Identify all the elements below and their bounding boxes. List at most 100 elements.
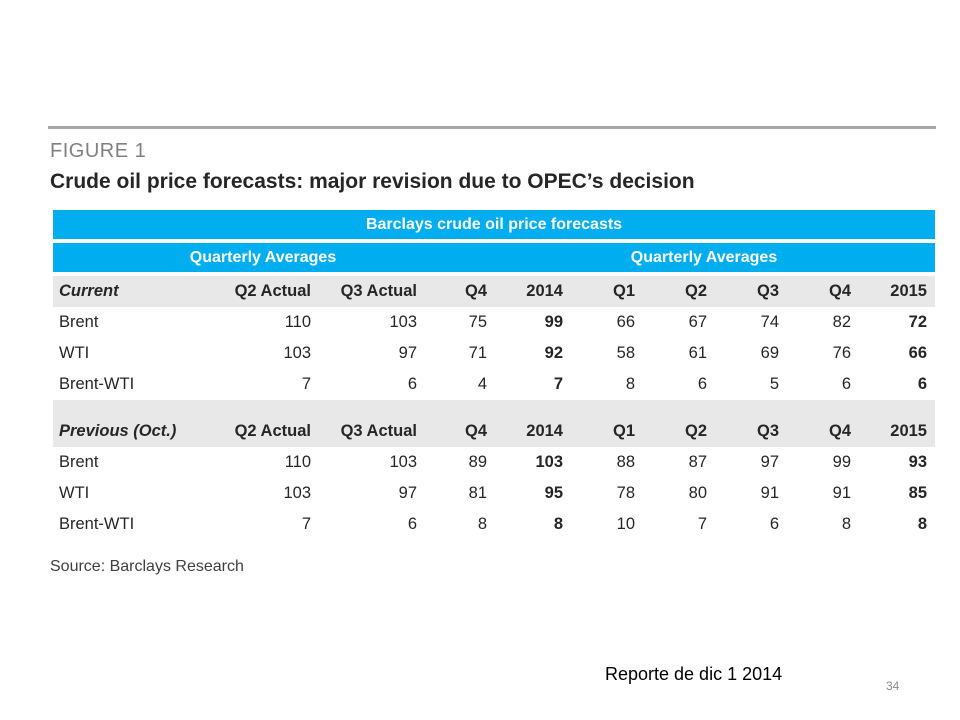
table-row: Brent-WTI 7 6 8 8 10 7 6 8 8 bbox=[53, 509, 935, 540]
group-header-2015: Quarterly Averages bbox=[630, 249, 778, 266]
table-cell: 6 bbox=[697, 375, 707, 393]
table-cell: 110 bbox=[284, 313, 311, 331]
table-cell: 89 bbox=[468, 453, 487, 471]
row-label: Brent bbox=[59, 313, 99, 331]
current-header-row: Current Q2 Actual Q3 Actual Q4 2014 Q1 Q… bbox=[53, 276, 935, 307]
column-header: Q4 bbox=[425, 416, 495, 447]
table-row: Brent 110 103 75 99 66 67 74 82 72 bbox=[53, 307, 935, 338]
column-header: Q1 bbox=[571, 416, 643, 447]
table-cell: 8 bbox=[841, 515, 851, 533]
table-cell: 95 bbox=[544, 484, 563, 502]
table-cell: 4 bbox=[477, 375, 487, 393]
row-label: WTI bbox=[59, 484, 90, 502]
table-cell: 7 bbox=[301, 375, 311, 393]
table-cell: 8 bbox=[917, 515, 927, 533]
row-label: Brent bbox=[59, 453, 99, 471]
table-cell: 6 bbox=[407, 375, 417, 393]
table-cell: 103 bbox=[535, 453, 563, 471]
table-cell: 97 bbox=[760, 453, 779, 471]
column-header: Q3 Actual bbox=[319, 276, 425, 307]
table-cell: 103 bbox=[283, 344, 311, 362]
table-cell: 97 bbox=[398, 344, 417, 362]
table-cell: 92 bbox=[544, 344, 563, 362]
table-cell: 80 bbox=[688, 484, 707, 502]
table-cell: 6 bbox=[841, 375, 851, 393]
table-row: Brent-WTI 7 6 4 7 8 6 5 6 6 bbox=[53, 369, 935, 400]
source-note: Source: Barclays Research bbox=[50, 558, 244, 575]
table-cell: 6 bbox=[407, 515, 417, 533]
table-cell: 8 bbox=[553, 515, 563, 533]
table-cell: 7 bbox=[553, 375, 563, 393]
column-header: Q3 bbox=[715, 416, 787, 447]
table-cell: 78 bbox=[616, 484, 635, 502]
row-label: WTI bbox=[59, 344, 90, 362]
table-cell: 110 bbox=[284, 453, 311, 471]
column-header: Q2 bbox=[643, 416, 715, 447]
table-cell: 67 bbox=[688, 313, 707, 331]
column-header: 2015 bbox=[859, 416, 935, 447]
column-header: Q4 bbox=[787, 416, 859, 447]
column-header: 2015 bbox=[859, 276, 935, 307]
table-cell: 87 bbox=[688, 453, 707, 471]
table-cell: 72 bbox=[908, 313, 927, 331]
table-cell: 81 bbox=[468, 484, 487, 502]
table-cell: 61 bbox=[688, 344, 707, 362]
section-label-previous: Previous (Oct.) bbox=[53, 416, 213, 447]
figure-title: Crude oil price forecasts: major revisio… bbox=[50, 170, 695, 193]
table-cell: 66 bbox=[616, 313, 635, 331]
column-header: 2014 bbox=[495, 276, 571, 307]
table-cell: 99 bbox=[544, 313, 563, 331]
column-header: Q3 bbox=[715, 276, 787, 307]
table-cell: 71 bbox=[468, 344, 487, 362]
table-cell: 76 bbox=[832, 344, 851, 362]
table-cell: 10 bbox=[616, 515, 635, 533]
column-header: Q1 bbox=[571, 276, 643, 307]
table-cell: 91 bbox=[832, 484, 851, 502]
table-cell: 103 bbox=[389, 313, 417, 331]
table-cell: 58 bbox=[616, 344, 635, 362]
row-label: Brent-WTI bbox=[59, 375, 135, 393]
table-cell: 103 bbox=[283, 484, 311, 502]
table-group-headers: Quarterly Averages Quarterly Averages bbox=[53, 243, 935, 272]
table-cell: 91 bbox=[760, 484, 779, 502]
figure-label: FIGURE 1 bbox=[50, 140, 147, 162]
forecast-grid: Current Q2 Actual Q3 Actual Q4 2014 Q1 Q… bbox=[53, 276, 935, 540]
table-cell: 66 bbox=[908, 344, 927, 362]
table-cell: 74 bbox=[760, 313, 779, 331]
table-cell: 99 bbox=[832, 453, 851, 471]
table-row: WTI 103 97 71 92 58 61 69 76 66 bbox=[53, 338, 935, 369]
table-cell: 103 bbox=[389, 453, 417, 471]
report-date-note: Reporte de dic 1 2014 bbox=[605, 664, 783, 684]
table-cell: 82 bbox=[832, 313, 851, 331]
table-cell: 5 bbox=[769, 375, 779, 393]
figure-top-rule bbox=[48, 126, 936, 129]
table-cell: 69 bbox=[760, 344, 779, 362]
previous-header-row: Previous (Oct.) Q2 Actual Q3 Actual Q4 2… bbox=[53, 416, 935, 447]
column-header: Q3 Actual bbox=[319, 416, 425, 447]
column-header: Q4 bbox=[425, 276, 495, 307]
table-cell: 8 bbox=[625, 375, 635, 393]
table-cell: 97 bbox=[398, 484, 417, 502]
table-row: WTI 103 97 81 95 78 80 91 91 85 bbox=[53, 478, 935, 509]
page-number: 34 bbox=[886, 679, 900, 693]
section-spacer bbox=[53, 400, 935, 416]
table-cell: 8 bbox=[477, 515, 487, 533]
table-cell: 6 bbox=[917, 375, 927, 393]
column-header: Q2 bbox=[643, 276, 715, 307]
column-header: Q2 Actual bbox=[213, 416, 319, 447]
table-cell: 7 bbox=[697, 515, 707, 533]
column-header: Q2 Actual bbox=[213, 276, 319, 307]
forecast-table: Barclays crude oil price forecasts Quart… bbox=[53, 210, 935, 540]
table-main-header: Barclays crude oil price forecasts bbox=[53, 210, 935, 239]
column-header: 2014 bbox=[495, 416, 571, 447]
section-label-current: Current bbox=[53, 276, 213, 307]
table-cell: 88 bbox=[616, 453, 635, 471]
row-label: Brent-WTI bbox=[59, 515, 135, 533]
table-cell: 6 bbox=[769, 515, 779, 533]
group-header-2014: Quarterly Averages bbox=[189, 249, 337, 266]
table-cell: 93 bbox=[908, 453, 927, 471]
table-cell: 7 bbox=[301, 515, 311, 533]
table-cell: 85 bbox=[908, 484, 927, 502]
table-cell: 75 bbox=[468, 313, 487, 331]
